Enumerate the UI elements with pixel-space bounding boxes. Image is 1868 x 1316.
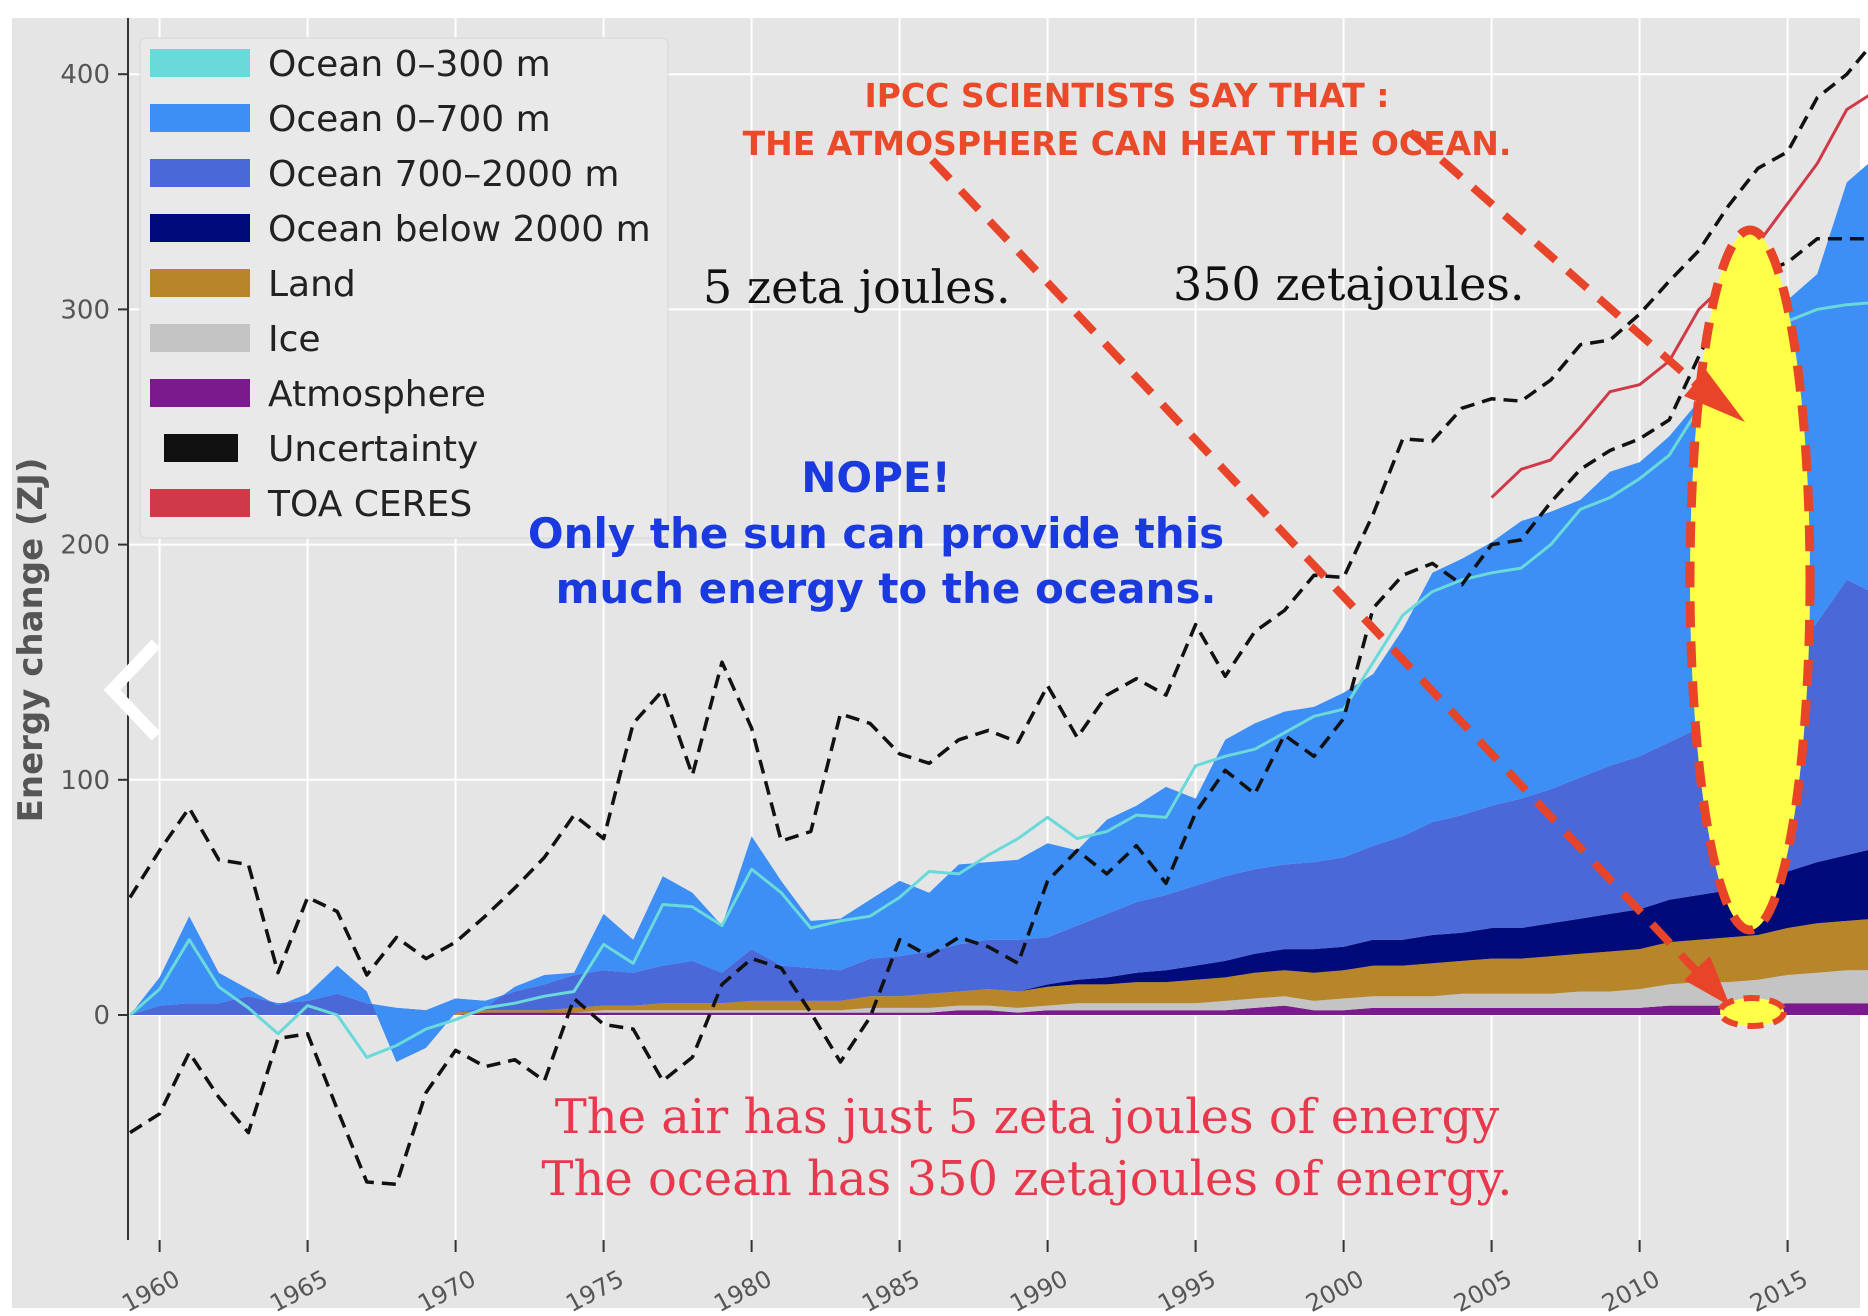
y-tick-label: 300: [60, 295, 110, 325]
legend-swatch: [150, 324, 250, 352]
y-axis-label: Energy change (ZJ): [11, 458, 51, 823]
area-ice: [130, 970, 1868, 1015]
area-ocean-700-2000-m: [130, 579, 1868, 1015]
highlight-ellipse-atmosphere: [1717, 995, 1787, 1029]
bottom-line-2: The ocean has 350 zetajoules of energy.: [541, 1151, 1512, 1207]
arrow-to-atmosphere: [929, 157, 1703, 978]
legend-swatch: [150, 104, 250, 132]
air-amount-label: 5 zeta joules.: [703, 260, 1011, 314]
legend-label: Ice: [268, 319, 321, 360]
legend-label: Atmosphere: [268, 374, 486, 415]
legend-label: Ocean 0–700 m: [268, 99, 551, 140]
legend-swatch: [150, 489, 250, 517]
area-ocean-below-2000-m: [130, 850, 1868, 1015]
arrow-to-ocean: [1407, 128, 1715, 402]
area-atmosphere: [130, 1003, 1868, 1015]
legend-label: Land: [268, 264, 356, 305]
legend-label: TOA CERES: [267, 484, 472, 525]
legend-swatch: [150, 49, 250, 77]
highlight-ellipse-ocean: [1685, 225, 1815, 935]
sun-line-1: Only the sun can provide this: [528, 509, 1224, 558]
line-toa-ceres: [1490, 94, 1868, 499]
ipcc-line-2: THE ATMOSPHERE CAN HEAT THE OCEAN.: [743, 124, 1512, 163]
annotations: IPCC SCIENTISTS SAY THAT : THE ATMOSPHER…: [528, 76, 1815, 1207]
legend-swatch: [150, 379, 250, 407]
line-ocean-0-300-m: [129, 301, 1868, 1059]
legend-box: [139, 37, 669, 539]
chevron-left-icon[interactable]: [98, 640, 168, 740]
arrow-head-ocean: [1684, 370, 1745, 422]
line-uncertainty-3: [129, 237, 1868, 1187]
legend-swatch: [164, 434, 238, 462]
legend-label: Ocean below 2000 m: [268, 209, 651, 250]
legend-swatch: [150, 214, 250, 242]
area-ocean-0-700-m: [130, 163, 1868, 1062]
legend-label: Ocean 700–2000 m: [268, 154, 619, 195]
legend-swatch: [150, 269, 250, 297]
series-lines: [128, 46, 1868, 1187]
bottom-line-1: The air has just 5 zeta joules of energy: [555, 1089, 1500, 1145]
arrow-head-atmosphere: [1684, 956, 1730, 1006]
legend-swatch: [150, 159, 250, 187]
area-land: [130, 919, 1868, 1015]
y-tick-label: 200: [60, 531, 110, 561]
legend-label: Ocean 0–300 m: [268, 44, 551, 85]
legend-label: Uncertainty: [268, 429, 478, 470]
nope-label: NOPE!: [801, 453, 950, 502]
sun-line-2: much energy to the oceans.: [556, 564, 1217, 613]
legend: Ocean 0–300 m Ocean 0–700 m Ocean 700–2000…: [139, 37, 669, 539]
stacked-areas: [130, 163, 1868, 1062]
y-tick-label: 400: [60, 60, 110, 90]
y-tick-label: 100: [60, 766, 110, 796]
y-tick-label: 0: [93, 1001, 110, 1031]
ocean-amount-label: 350 zetajoules.: [1173, 257, 1525, 311]
ipcc-line-1: IPCC SCIENTISTS SAY THAT :: [865, 76, 1390, 115]
line-uncertainty-2: [128, 46, 1868, 977]
